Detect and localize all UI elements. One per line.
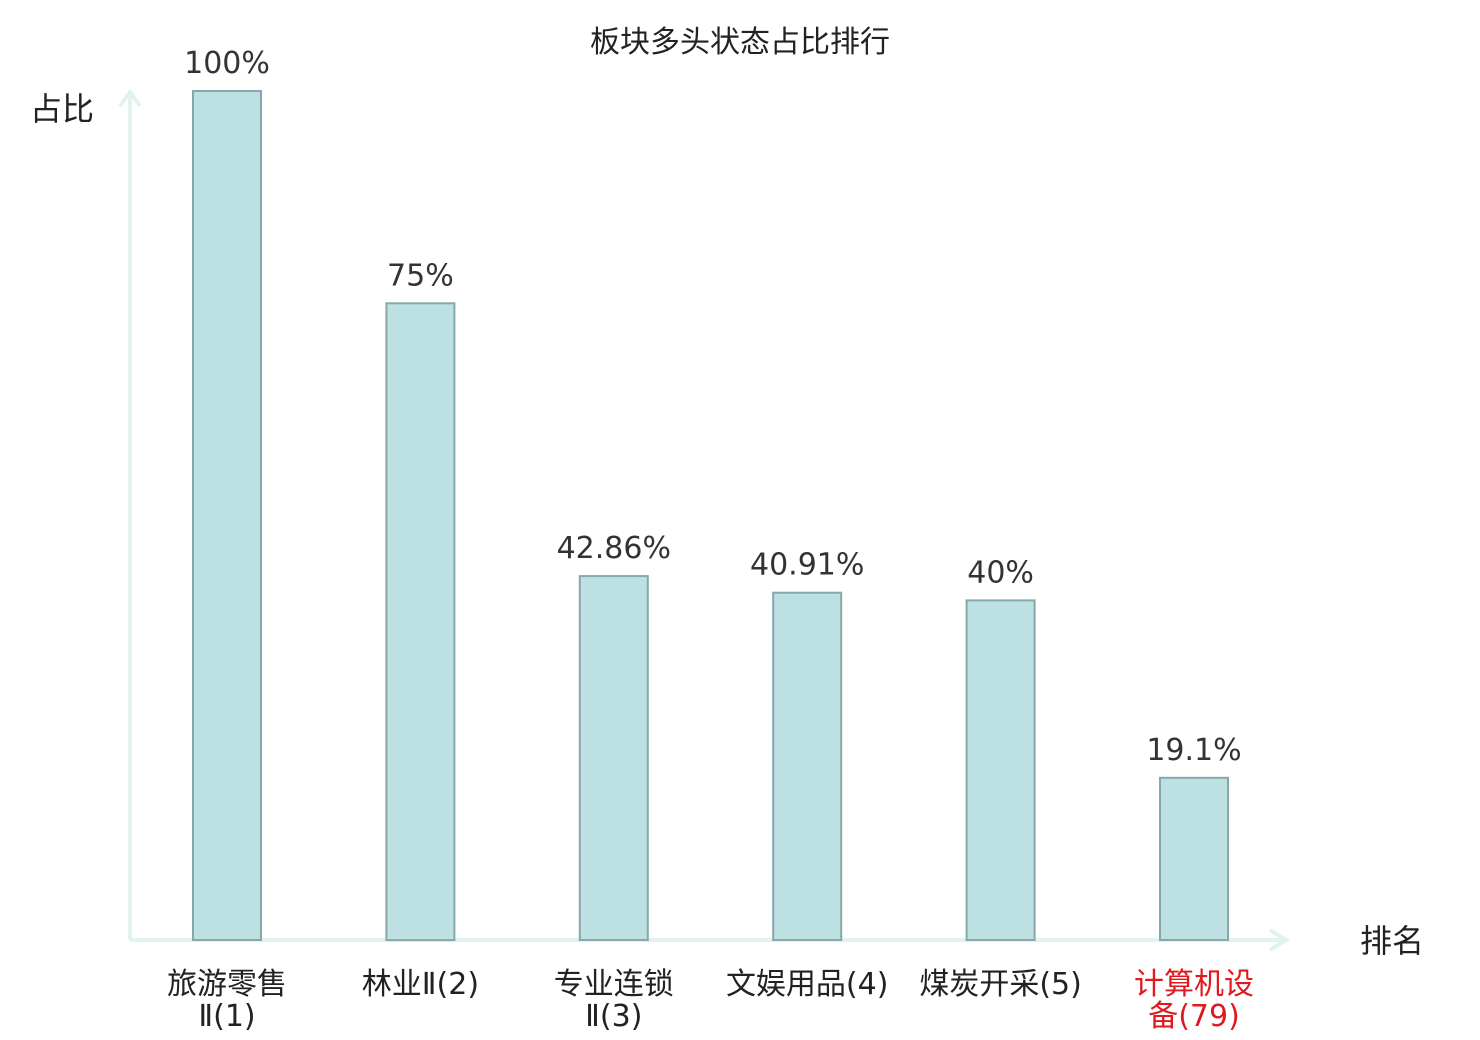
x-axis: 排名 (130, 922, 1424, 960)
value-label-3: 42.86% (557, 531, 671, 566)
category-labels-group: 旅游零售 Ⅱ(1) 林业Ⅱ(2) 专业连锁 Ⅱ(3) 文娱用品(4) 煤炭开采(5) 计算机设… (167, 967, 1254, 1034)
chart-title: 板块多头状态占比排行 (590, 25, 890, 60)
category-label-line: Ⅱ(3) (585, 999, 642, 1034)
bar-2 (385, 302, 456, 942)
x-axis-label: 排名 (1360, 922, 1424, 960)
category-label-3: 专业连锁 Ⅱ(3) (554, 967, 674, 1034)
bar-4 (772, 591, 843, 941)
category-label-line: 旅游零售 (167, 967, 287, 1002)
category-label-line: 备(79) (1148, 999, 1240, 1034)
value-labels-group: 100% 75% 42.86% 40.91% 40% 19.1% (184, 46, 1242, 768)
category-label-6: 计算机设备(79) (1134, 967, 1254, 1034)
bar-5 (965, 599, 1036, 942)
category-label-1: 旅游零售 Ⅱ(1) (167, 967, 287, 1034)
category-label-line: 文娱用品(4) (726, 967, 889, 1002)
category-label-2: 林业Ⅱ(2) (362, 967, 479, 1002)
value-label-5: 40% (967, 555, 1034, 590)
bars-group (192, 90, 1229, 942)
category-label-line: 专业连锁 (554, 967, 674, 1002)
bar-6 (1159, 776, 1229, 941)
y-axis-label: 占比 (30, 90, 94, 128)
bar-3 (578, 575, 649, 941)
bar-1 (192, 90, 262, 941)
category-label-line: 计算机设 (1134, 967, 1254, 1002)
category-label-line: 林业Ⅱ(2) (362, 967, 479, 1002)
category-label-line: Ⅱ(1) (198, 999, 255, 1034)
x-axis-arrow (1268, 928, 1290, 952)
value-label-1: 100% (184, 46, 270, 81)
y-axis-arrow (118, 88, 142, 108)
category-label-4: 文娱用品(4) (726, 967, 889, 1002)
category-label-line: 煤炭开采(5) (919, 967, 1082, 1002)
y-axis: 占比 (30, 88, 142, 940)
value-label-2: 75% (387, 258, 454, 293)
value-label-4: 40.91% (750, 548, 864, 583)
value-label-6: 19.1% (1146, 733, 1241, 768)
category-label-5: 煤炭开采(5) (919, 967, 1082, 1002)
